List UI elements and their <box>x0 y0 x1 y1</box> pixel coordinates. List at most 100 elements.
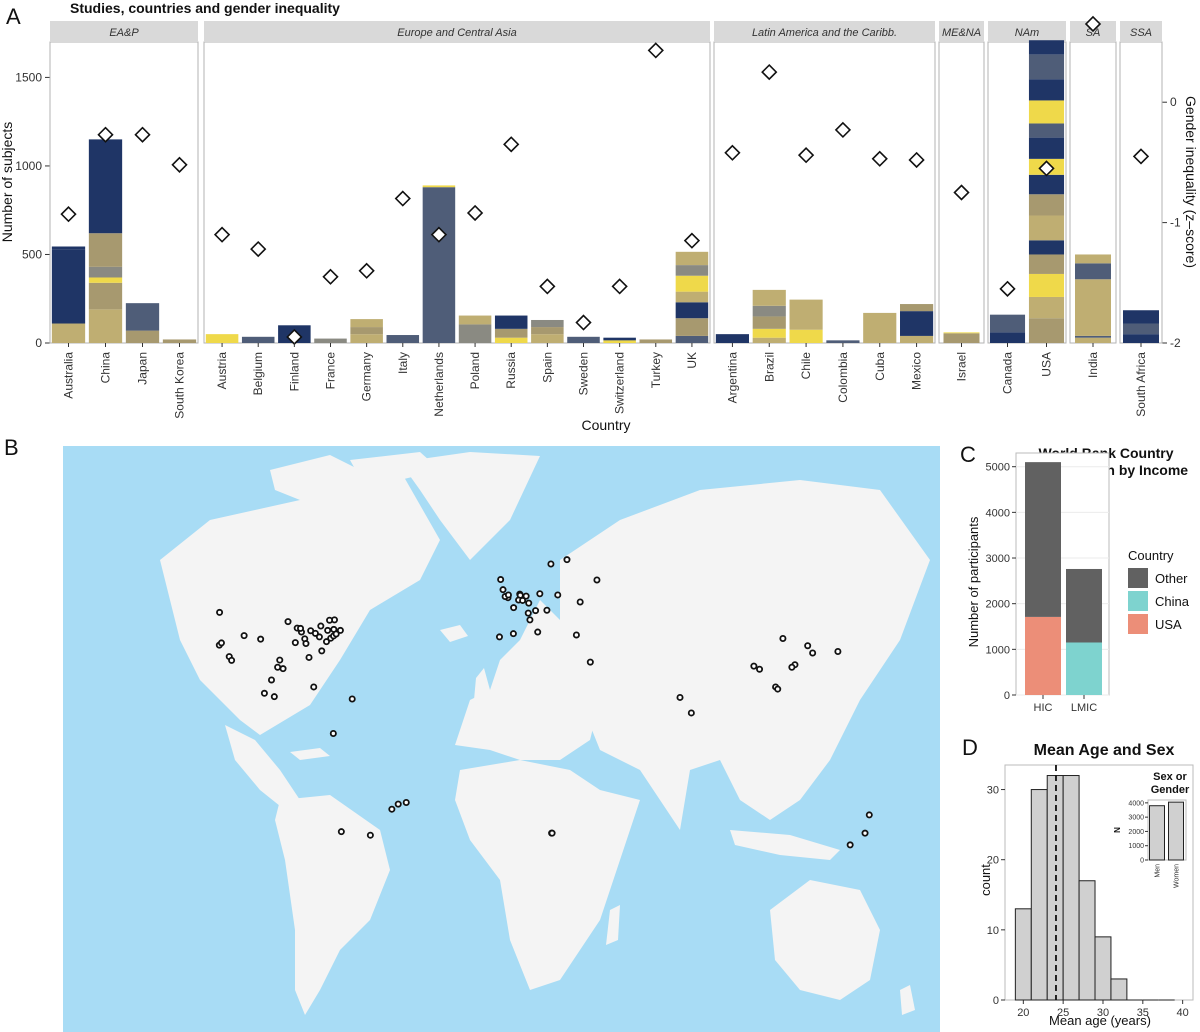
bar-segment <box>789 299 823 330</box>
bar-segment <box>1028 215 1065 241</box>
x-tick-label: 35 <box>1137 1007 1149 1019</box>
bar-segment <box>603 337 636 341</box>
facet-europe-and-central-asia: Europe and Central Asia Austria Belgium Fin… <box>203 21 711 417</box>
bar-segment <box>51 246 86 250</box>
study-location-point <box>576 598 584 606</box>
panel-d-title: Mean Age and Sex <box>1034 742 1175 759</box>
study-location-point <box>260 689 268 697</box>
study-location-point <box>311 629 319 637</box>
x-tick-label: Japan <box>136 352 150 385</box>
x-tick-label: India <box>1086 352 1100 378</box>
panel-a-y-axis-label: Number of subjects <box>0 122 15 243</box>
study-location-point <box>532 607 540 615</box>
bar-segment <box>675 318 709 336</box>
bar-segment <box>675 275 709 292</box>
x-tick-label: China <box>99 352 113 384</box>
panel-a-letter: A <box>6 4 21 29</box>
study-location-point <box>336 626 344 634</box>
gender-inequality-point <box>250 240 267 258</box>
y-tick-label: 1000 <box>986 644 1010 656</box>
bar-segment <box>1075 263 1111 280</box>
x-tick-label: 20 <box>1017 1007 1029 1019</box>
histogram-bar <box>1030 789 1048 1001</box>
study-location-point <box>284 618 292 626</box>
bar-segment <box>458 315 492 325</box>
bar-segment <box>88 233 123 267</box>
land-new-zealand <box>900 985 915 1015</box>
bar-segment <box>675 251 709 266</box>
facet-strip-label: EA&P <box>109 27 139 39</box>
bar-segment <box>900 304 934 312</box>
facet-nam: NAm Canada USA <box>987 21 1067 394</box>
bar-segment <box>752 289 786 306</box>
study-location-point <box>388 805 396 813</box>
bar-segment <box>826 340 860 343</box>
x-tick-label: France <box>324 352 338 390</box>
study-location-point <box>324 626 332 634</box>
facet-latin-america-and-the-caribb-: Latin America and the Caribb. Argentina Br… <box>713 21 936 403</box>
bar-segment <box>1028 174 1065 195</box>
gender-inequality-point <box>322 268 339 285</box>
bar-segment <box>1028 137 1065 159</box>
y-tick-label: 4000 <box>986 507 1010 519</box>
bar-segment <box>162 339 197 343</box>
legend-swatch-usa <box>1128 614 1148 634</box>
study-location-point <box>548 829 556 837</box>
study-location-point <box>519 596 527 604</box>
bar-segment <box>314 338 347 343</box>
histogram-bar <box>1014 908 1032 1001</box>
bar-segment <box>125 303 160 331</box>
land-japan <box>815 710 835 755</box>
histogram-bar <box>1110 978 1128 1001</box>
facet-strip <box>204 21 710 42</box>
gender-inequality-point <box>430 226 448 243</box>
bar-segment <box>1028 240 1065 255</box>
land-indonesia <box>730 830 840 860</box>
bar-segment <box>1075 335 1111 338</box>
study-location-point <box>572 631 580 639</box>
gender-inequality-point <box>539 278 556 295</box>
study-location-point <box>834 648 842 656</box>
bar-segment <box>350 319 383 328</box>
bar-segment <box>789 329 823 343</box>
study-location-point <box>750 662 758 670</box>
panel-c: C World Bank Country Classification by I… <box>960 442 1190 714</box>
facet-strip <box>50 21 198 42</box>
gender-inequality-point <box>611 278 628 295</box>
y-tick-label: 3000 <box>986 553 1010 565</box>
x-tick-label: Russia <box>504 352 518 389</box>
bar-segment <box>350 327 383 335</box>
panel-c-plot: 0 1000 2000 3000 4000 5000 HIC LMIC <box>986 452 1110 714</box>
bar-segment <box>1028 273 1065 297</box>
study-location-point <box>865 811 873 819</box>
study-location-point <box>216 608 224 616</box>
x-tick-label: 25 <box>1057 1007 1069 1019</box>
map-land <box>160 452 930 1015</box>
land-greenland <box>400 452 540 560</box>
inset-y-tick-label: 0 <box>1140 858 1144 865</box>
study-location-point <box>524 609 532 617</box>
x-tick-label: Canada <box>1001 352 1015 394</box>
panel-b-letter: B <box>4 435 19 460</box>
bar-segment <box>494 337 528 343</box>
panel-c-legend-title: Country <box>1128 548 1174 563</box>
y-tick-label: 2000 <box>986 599 1010 611</box>
facet-strip <box>714 21 935 42</box>
bar-segment <box>1028 194 1065 216</box>
study-location-point <box>509 630 517 638</box>
bar-segment <box>989 332 1026 343</box>
facet-ssa: SSA South Africa <box>1119 21 1163 417</box>
bar-segment <box>51 249 86 324</box>
x-tick-label: Brazil <box>762 352 776 382</box>
bar-segment <box>1123 310 1159 324</box>
study-location-point <box>788 663 796 671</box>
y2-tick-label: -2 <box>1170 336 1181 350</box>
legend-label-other: Other <box>1155 571 1188 586</box>
land-australia <box>770 880 880 1000</box>
facet-strip-label: Latin America and the Caribb. <box>752 27 897 39</box>
y-tick-label: 30 <box>987 785 999 797</box>
gender-inequality-point <box>1132 148 1150 165</box>
facet-strip-label: ME&NA <box>942 27 981 39</box>
study-location-point <box>276 656 284 664</box>
